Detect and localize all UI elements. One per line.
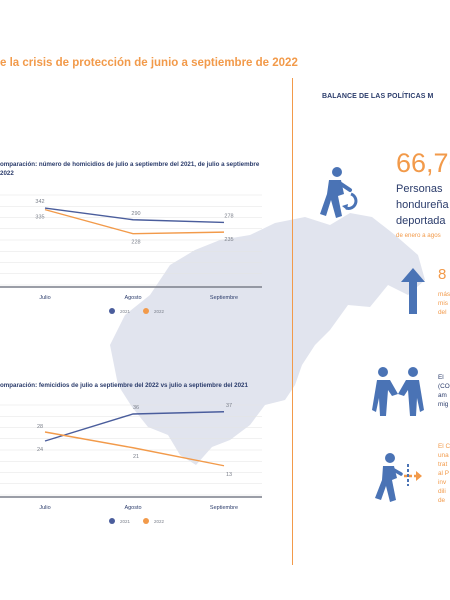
data-label: 290 [131, 211, 140, 217]
data-label: 13 [226, 472, 232, 478]
stat3-line1: El [438, 374, 444, 381]
stat4-text: El C una trat al P inv dili de [438, 442, 450, 505]
section-heading: BALANCE DE LAS POLÍTICAS M [322, 93, 434, 100]
legend-label: 2021 [120, 309, 131, 314]
vertical-divider [292, 78, 293, 565]
honduras-map-silhouette [110, 213, 425, 465]
stat4-line3: trat [438, 461, 448, 468]
stat4-line5: inv [438, 479, 447, 486]
stat2-line1: más [438, 291, 450, 298]
chart2-title: omparación: femicidios de julio a septie… [0, 381, 248, 390]
stat4-line6: dili [438, 488, 446, 495]
series-line-2021 [44, 207, 225, 224]
chart1-title-line1: omparación: número de homicidios de juli… [0, 161, 260, 168]
femicides-line-chart: Julio Agosto Septiembre 24 36 37 28 21 13 2021 202… [0, 403, 262, 524]
legend-swatch-2021 [109, 518, 115, 524]
deported-count: 66,76 [396, 148, 450, 178]
legend-label: 2022 [154, 519, 165, 524]
people-helping-icon [372, 367, 424, 416]
x-tick-label: Septiembre [210, 505, 238, 511]
page-title: e la crisis de protección de junio a sep… [0, 57, 298, 69]
legend-label: 2022 [154, 309, 165, 314]
deported-label-line3: deportada [396, 215, 446, 227]
deported-label-line1: Personas [396, 183, 443, 195]
stat3-text: El (CO am mig [438, 373, 450, 409]
stat2-number: 8 [438, 266, 447, 283]
x-tick-label: Agosto [124, 295, 141, 301]
stat3-line4: mig [438, 401, 449, 408]
deported-date-range: de enero a agos [396, 232, 441, 239]
data-label: 342 [35, 199, 44, 205]
stat2-line2: mis [438, 300, 448, 307]
data-label: 278 [224, 213, 233, 219]
deported-person-icon [320, 167, 358, 218]
stat2-text: más mis del [438, 290, 450, 317]
chart1-title-line2: 2022 [0, 170, 14, 177]
deported-label-line2: hondureña [396, 199, 449, 211]
stat2-line3: del [438, 309, 447, 316]
deported-label: Personas hondureña deportada [396, 181, 449, 229]
stat3-line2: (CO [438, 383, 450, 390]
series-line-2022 [44, 431, 225, 467]
legend-swatch-2021 [109, 308, 115, 314]
chart2-title-line1: omparación: femicidios de julio a septie… [0, 382, 248, 389]
homicides-line-chart: Julio Agosto Septiembre 342 290 278 335 228 235 2… [0, 194, 262, 314]
stat3-line3: am [438, 392, 447, 399]
data-label: 24 [37, 447, 43, 453]
data-label: 36 [133, 405, 139, 411]
legend-swatch-2022 [143, 518, 149, 524]
data-label: 21 [133, 454, 139, 460]
x-tick-label: Julio [39, 505, 50, 511]
data-label: 228 [131, 240, 140, 246]
data-label: 28 [37, 424, 43, 430]
data-label: 37 [226, 403, 232, 409]
x-tick-label: Septiembre [210, 295, 238, 301]
legend-label: 2021 [120, 519, 131, 524]
chart1-title: omparación: número de homicidios de juli… [0, 160, 259, 178]
stat4-line2: una [438, 452, 449, 459]
data-label: 235 [224, 237, 233, 243]
stat4-line1: El C [438, 443, 450, 450]
data-label: 335 [35, 215, 44, 221]
person-walking-icon [375, 453, 422, 502]
x-tick-label: Julio [39, 295, 50, 301]
series-line-2021 [44, 411, 225, 442]
legend-swatch-2022 [143, 308, 149, 314]
arrow-up-icon [401, 268, 425, 314]
series-line-2022 [44, 208, 225, 235]
x-tick-label: Agosto [124, 505, 141, 511]
stat4-line4: al P [438, 470, 450, 477]
stat4-line7: de [438, 497, 446, 504]
